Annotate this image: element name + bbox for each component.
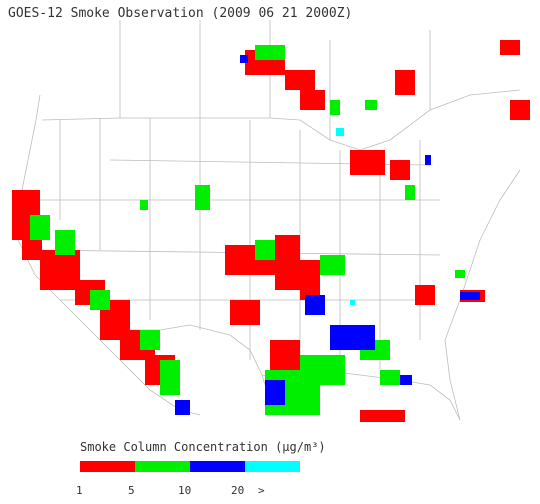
legend-bin-10-20 [190,461,245,472]
smoke-blue [175,55,480,415]
map-title: GOES-12 Smoke Observation (2009 06 21 20… [8,6,353,21]
legend-bin-20-plus [245,461,300,472]
legend-colorbar [80,461,300,472]
coastline-west [13,94,201,416]
smoke-red [12,40,530,422]
legend-tick-20: 20 [231,484,245,497]
smoke-cyan [336,128,355,305]
legend-title: Smoke Column Concentration (μg/m³) [80,440,326,454]
legend-tick-10: 10 [178,484,192,497]
legend-unit: (μg/m³) [275,440,326,454]
coastline-east [444,169,521,421]
legend-tick-5: 5 [128,484,135,497]
legend-label: Smoke Column Concentration [80,440,268,454]
legend-tick-gt: > [258,484,265,497]
canada-border [41,89,521,151]
legend-bin-1-5 [80,461,135,472]
smoke-green [30,45,465,415]
legend-tick-1: 1 [76,484,83,497]
boundaries [13,20,521,421]
legend-bin-5-10 [135,461,190,472]
